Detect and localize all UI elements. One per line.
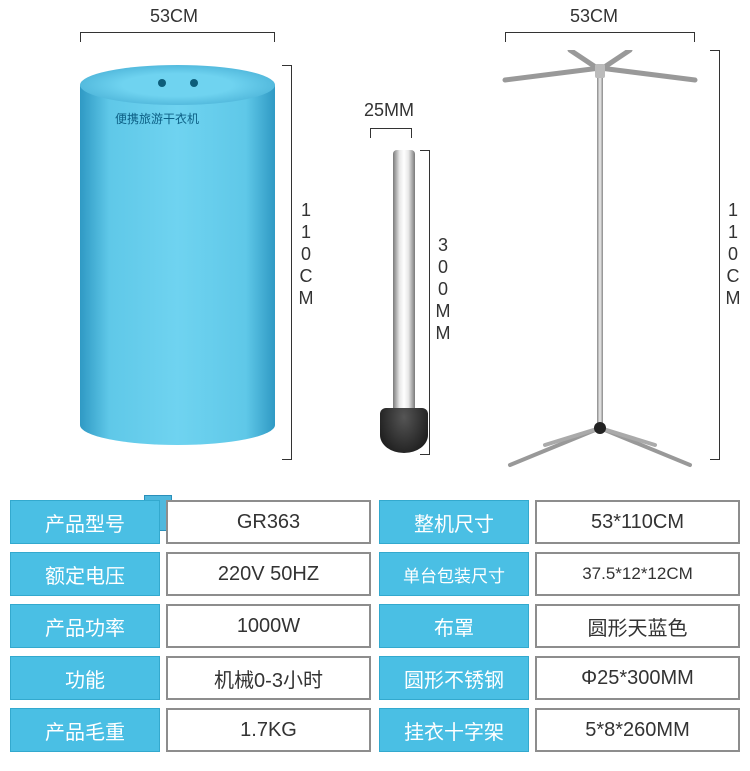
spec-row: 功能机械0-3小时 (10, 656, 371, 700)
cylinder-height-bracket (282, 65, 292, 460)
dimension-diagram: 53CM 110CM 便携旅游干衣机 25MM 300MM 53CM 110CM (0, 0, 750, 490)
tube-height-label: 300MM (432, 235, 453, 345)
cylinder-label-text: 便携旅游干衣机 (115, 110, 199, 127)
spec-row: 布罩圆形天蓝色 (379, 604, 740, 648)
spec-row: 圆形不锈钢Φ25*300MM (379, 656, 740, 700)
stand-height-bracket (710, 50, 720, 460)
spec-row: 额定电压220V 50HZ (10, 552, 371, 596)
spec-label: 功能 (10, 656, 160, 700)
cylinder-height-label: 110CM (295, 200, 316, 310)
spec-value: 5*8*260MM (535, 708, 740, 752)
spec-row: 挂衣十字架5*8*260MM (379, 708, 740, 752)
spec-value: 圆形天蓝色 (535, 604, 740, 648)
spec-value: 220V 50HZ (166, 552, 371, 596)
spec-row: 产品功率1000W (10, 604, 371, 648)
spec-value: 1.7KG (166, 708, 371, 752)
cylinder-width-label: 53CM (150, 6, 198, 27)
spec-value: Φ25*300MM (535, 656, 740, 700)
spec-value: GR363 (166, 500, 371, 544)
cylinder-width-bracket (80, 32, 275, 42)
spec-value: 53*110CM (535, 500, 740, 544)
spec-row: 整机尺寸53*110CM (379, 500, 740, 544)
stand-width-bracket (505, 32, 695, 42)
spec-value: 37.5*12*12CM (535, 552, 740, 596)
spec-table: 产品型号GR363额定电压220V 50HZ产品功率1000W功能机械0-3小时… (10, 500, 740, 752)
product-stand (500, 50, 700, 470)
stand-width-label: 53CM (570, 6, 618, 27)
spec-value: 机械0-3小时 (166, 656, 371, 700)
spec-row: 产品毛重1.7KG (10, 708, 371, 752)
product-cylinder: 便携旅游干衣机 (80, 65, 275, 445)
spec-label: 额定电压 (10, 552, 160, 596)
spec-label: 产品型号 (10, 500, 160, 544)
spec-value: 1000W (166, 604, 371, 648)
spec-row: 单台包装尺寸37.5*12*12CM (379, 552, 740, 596)
spec-label: 圆形不锈钢 (379, 656, 529, 700)
spec-label: 整机尺寸 (379, 500, 529, 544)
tube-width-label: 25MM (364, 100, 414, 121)
spec-label: 产品毛重 (10, 708, 160, 752)
spec-label: 挂衣十字架 (379, 708, 529, 752)
spec-label: 布罩 (379, 604, 529, 648)
product-tube (380, 150, 428, 453)
spec-label: 产品功率 (10, 604, 160, 648)
tube-width-bracket (370, 128, 412, 138)
spec-label: 单台包装尺寸 (379, 552, 529, 596)
spec-col-left: 产品型号GR363额定电压220V 50HZ产品功率1000W功能机械0-3小时… (10, 500, 371, 752)
spec-col-right: 整机尺寸53*110CM单台包装尺寸37.5*12*12CM布罩圆形天蓝色圆形不… (379, 500, 740, 752)
spec-row: 产品型号GR363 (10, 500, 371, 544)
stand-height-label: 110CM (722, 200, 743, 310)
